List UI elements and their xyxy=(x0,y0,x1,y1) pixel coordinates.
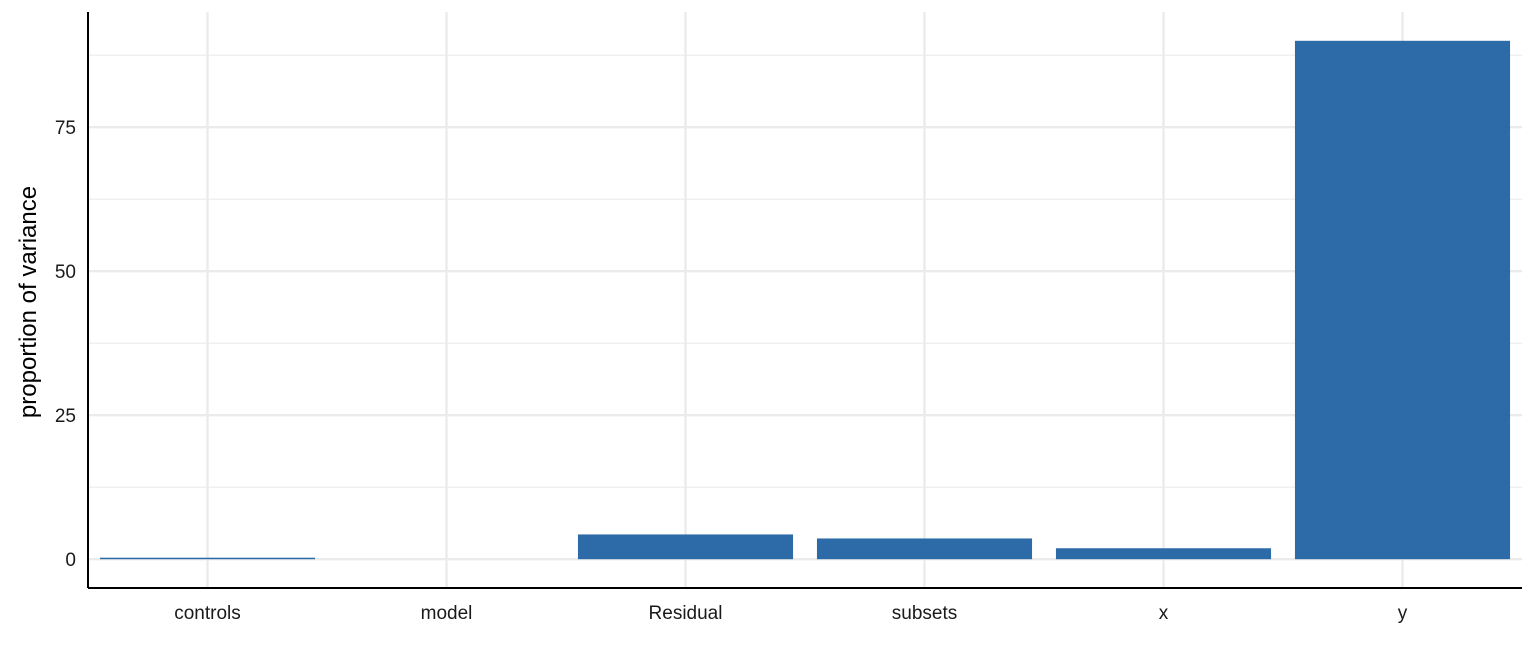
x-tick-label: Residual xyxy=(649,603,723,624)
x-tick-label: controls xyxy=(174,603,241,624)
bar-y xyxy=(1294,40,1511,560)
bar-x xyxy=(1055,548,1272,560)
x-tick-label: x xyxy=(1159,603,1169,624)
x-tick-label: subsets xyxy=(892,603,957,624)
y-tick-label: 0 xyxy=(65,550,76,571)
x-tick-label: model xyxy=(421,603,473,624)
y-tick-labels: 0 25 50 75 xyxy=(55,118,76,571)
bar-controls xyxy=(99,557,316,560)
y-tick-label: 75 xyxy=(55,118,76,139)
bar-subsets xyxy=(816,538,1033,560)
y-tick-label: 50 xyxy=(55,262,76,283)
bar-residual xyxy=(577,534,794,560)
y-tick-label: 25 xyxy=(55,406,76,427)
x-tick-labels: controls model Residual subsets x y xyxy=(174,603,1408,624)
x-tick-label: y xyxy=(1398,603,1408,624)
axes xyxy=(87,12,1522,589)
y-axis-title: proportion of variance xyxy=(15,186,42,418)
bars xyxy=(99,40,1511,560)
